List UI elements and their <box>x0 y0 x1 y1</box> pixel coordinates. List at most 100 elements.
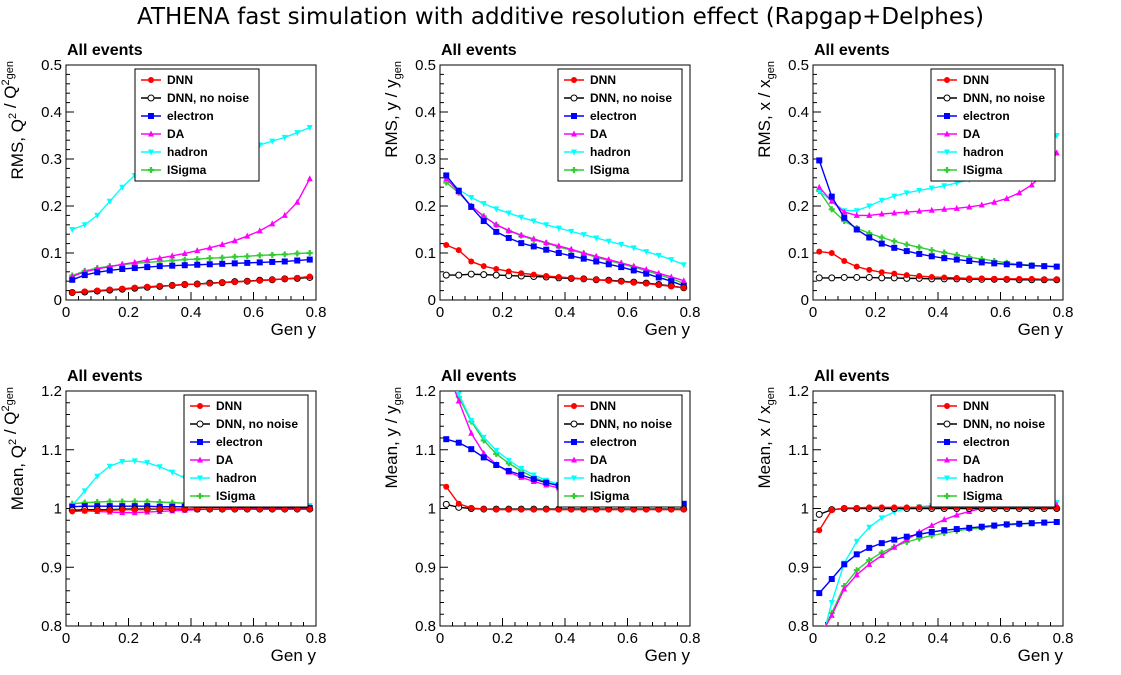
data-point <box>593 276 600 283</box>
data-point <box>680 506 687 513</box>
y-tick-label: 0.4 <box>41 104 62 121</box>
data-point <box>244 278 251 285</box>
data-point <box>1016 520 1023 527</box>
x-tick-label: 0 <box>436 630 444 647</box>
legend-label: electron <box>590 109 637 123</box>
legend-entry-hadron: hadron <box>564 145 631 159</box>
data-point <box>953 274 960 281</box>
data-point <box>680 500 687 507</box>
data-point <box>903 208 910 215</box>
legend-entry-dnn: DNN <box>937 73 989 87</box>
data-point <box>131 506 138 513</box>
legend-box <box>134 68 260 182</box>
data-point <box>941 255 948 262</box>
legend-entry-electron: electron <box>190 435 263 449</box>
data-point <box>643 280 650 287</box>
data-point <box>966 257 973 264</box>
data-point <box>891 209 898 216</box>
data-point <box>555 273 562 280</box>
data-point <box>106 286 113 293</box>
data-point <box>244 232 251 239</box>
data-point <box>1003 261 1010 268</box>
data-point <box>480 201 487 208</box>
chart-panel-3: 0 0.2 0.4 0.6 0.8 0 0.1 0.2 0.3 0.4 0.5 All events G… <box>755 42 1073 339</box>
legend-box <box>930 394 1056 508</box>
data-point <box>605 256 612 263</box>
data-point <box>106 463 113 470</box>
data-point <box>518 506 525 513</box>
data-point <box>1016 189 1023 196</box>
data-point <box>443 436 450 443</box>
data-point <box>568 245 575 252</box>
legend-marker <box>571 113 577 119</box>
data-point <box>455 247 462 254</box>
legend-entry-electron: electron <box>937 109 1010 123</box>
data-point <box>991 275 998 282</box>
data-point <box>853 273 861 281</box>
data-point <box>443 483 450 490</box>
data-point <box>568 252 575 259</box>
data-point <box>219 254 226 261</box>
data-point <box>816 183 823 190</box>
legend-entry-dnn-no-noise: DNN, no noise <box>141 91 249 105</box>
data-point <box>555 225 562 232</box>
legend-label: electron <box>167 109 214 123</box>
data-point <box>156 464 163 471</box>
legend-entry-da: DA <box>564 453 608 467</box>
legend-label: hadron <box>216 471 257 485</box>
legend-marker <box>571 403 577 409</box>
data-point <box>306 256 313 263</box>
legend-entry-hadron: hadron <box>190 471 257 485</box>
data-point <box>480 218 487 225</box>
data-point <box>828 611 835 618</box>
y-axis-label: RMS, Q2 / Q2gen <box>0 61 27 179</box>
data-point <box>828 600 835 606</box>
panel-title: All events <box>814 368 890 385</box>
data-point <box>468 258 475 265</box>
data-point <box>841 561 848 568</box>
series-dnn <box>443 483 687 513</box>
data-point <box>568 506 575 513</box>
panel-title: All events <box>441 42 517 59</box>
x-tick-label: 0.8 <box>680 304 701 321</box>
data-point <box>219 506 226 513</box>
x-axis-label: Gen y <box>1018 320 1064 339</box>
data-point <box>493 221 500 228</box>
legend-entry-isigma: ISigma <box>190 489 256 503</box>
data-point <box>269 251 276 258</box>
data-point <box>206 261 213 268</box>
data-point <box>231 279 238 286</box>
data-point <box>1028 262 1035 269</box>
x-tick-label: 0.8 <box>1053 630 1074 647</box>
data-point <box>928 529 935 535</box>
y-tick-label: 0.9 <box>41 559 62 576</box>
data-point <box>891 504 898 511</box>
data-point <box>69 289 76 296</box>
data-point <box>231 253 238 260</box>
data-point <box>878 234 885 241</box>
series-isigma <box>69 250 313 279</box>
data-point <box>878 515 885 522</box>
data-point <box>828 206 835 213</box>
legend-marker <box>944 130 950 137</box>
data-point <box>81 507 88 514</box>
y-tick-label: 0.4 <box>788 104 809 121</box>
data-point <box>69 508 76 515</box>
legend-entry-dnn: DNN <box>141 73 193 87</box>
data-point <box>916 531 923 538</box>
data-point <box>455 397 462 404</box>
legend-marker <box>197 475 203 482</box>
x-tick-label: 0.2 <box>865 304 886 321</box>
data-point <box>281 506 288 513</box>
data-point <box>630 262 637 269</box>
data-point <box>853 226 860 233</box>
data-point <box>941 249 948 256</box>
data-point <box>853 263 860 270</box>
legend-entry-da: DA <box>564 127 608 141</box>
data-point <box>480 263 487 270</box>
legend-marker <box>197 493 203 499</box>
legend-entry-electron: electron <box>564 109 637 123</box>
data-point <box>878 274 886 282</box>
legend-entry-dnn-no-noise: DNN, no noise <box>937 417 1045 431</box>
data-point <box>630 245 637 252</box>
